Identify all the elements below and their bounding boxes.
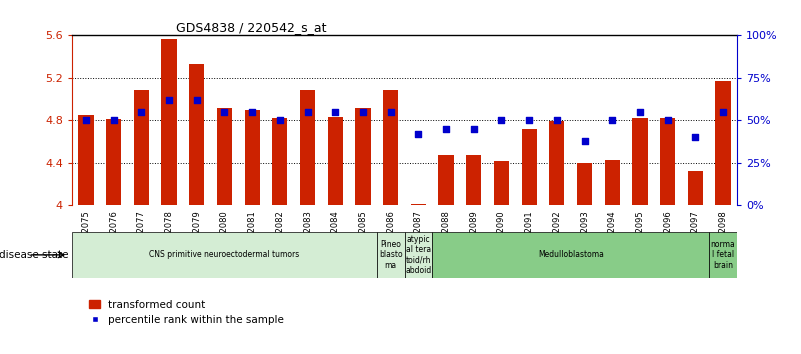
Point — [440, 126, 453, 132]
Bar — [72, 232, 376, 278]
Text: norma
l fetal
brain: norma l fetal brain — [710, 240, 735, 270]
Text: GDS4838 / 220542_s_at: GDS4838 / 220542_s_at — [176, 21, 327, 34]
Bar — [134, 90, 149, 205]
Point — [79, 118, 92, 123]
Point — [356, 109, 369, 115]
Point — [467, 126, 480, 132]
Point — [717, 109, 730, 115]
Bar — [272, 118, 288, 205]
Bar — [106, 119, 121, 205]
Bar — [632, 118, 647, 205]
Point — [384, 109, 397, 115]
Text: Pineo
blasto
ma: Pineo blasto ma — [379, 240, 402, 270]
Bar — [405, 232, 433, 278]
Bar — [715, 81, 731, 205]
Bar — [709, 232, 737, 278]
Bar — [356, 108, 371, 205]
Bar — [189, 64, 204, 205]
Bar — [244, 110, 260, 205]
Point — [606, 118, 618, 123]
Bar — [521, 129, 537, 205]
Bar — [300, 90, 315, 205]
Point — [191, 97, 203, 103]
Bar — [383, 90, 398, 205]
Point — [662, 118, 674, 123]
Point — [550, 118, 563, 123]
Bar — [328, 117, 343, 205]
Bar — [78, 115, 94, 205]
Point — [689, 135, 702, 140]
Bar — [494, 161, 509, 205]
Bar — [438, 155, 453, 205]
Bar — [162, 39, 177, 205]
Point — [412, 131, 425, 137]
Point — [218, 109, 231, 115]
Bar — [577, 163, 592, 205]
Bar — [376, 232, 405, 278]
Text: atypic
al tera
toid/rh
abdoid: atypic al tera toid/rh abdoid — [405, 235, 432, 275]
Point — [246, 109, 259, 115]
Point — [163, 97, 175, 103]
Point — [273, 118, 286, 123]
Point — [107, 118, 120, 123]
Bar — [660, 118, 675, 205]
Bar — [433, 232, 709, 278]
Point — [301, 109, 314, 115]
Bar — [549, 121, 565, 205]
Text: Medulloblastoma: Medulloblastoma — [537, 250, 604, 259]
Legend: transformed count, percentile rank within the sample: transformed count, percentile rank withi… — [86, 296, 288, 329]
Point — [135, 109, 147, 115]
Point — [634, 109, 646, 115]
Text: disease state: disease state — [0, 250, 68, 260]
Bar — [466, 155, 481, 205]
Point — [523, 118, 536, 123]
Text: CNS primitive neuroectodermal tumors: CNS primitive neuroectodermal tumors — [149, 250, 300, 259]
Point — [329, 109, 342, 115]
Bar — [217, 108, 232, 205]
Bar — [688, 171, 703, 205]
Bar — [411, 204, 426, 205]
Bar — [605, 160, 620, 205]
Point — [578, 138, 591, 144]
Point — [495, 118, 508, 123]
